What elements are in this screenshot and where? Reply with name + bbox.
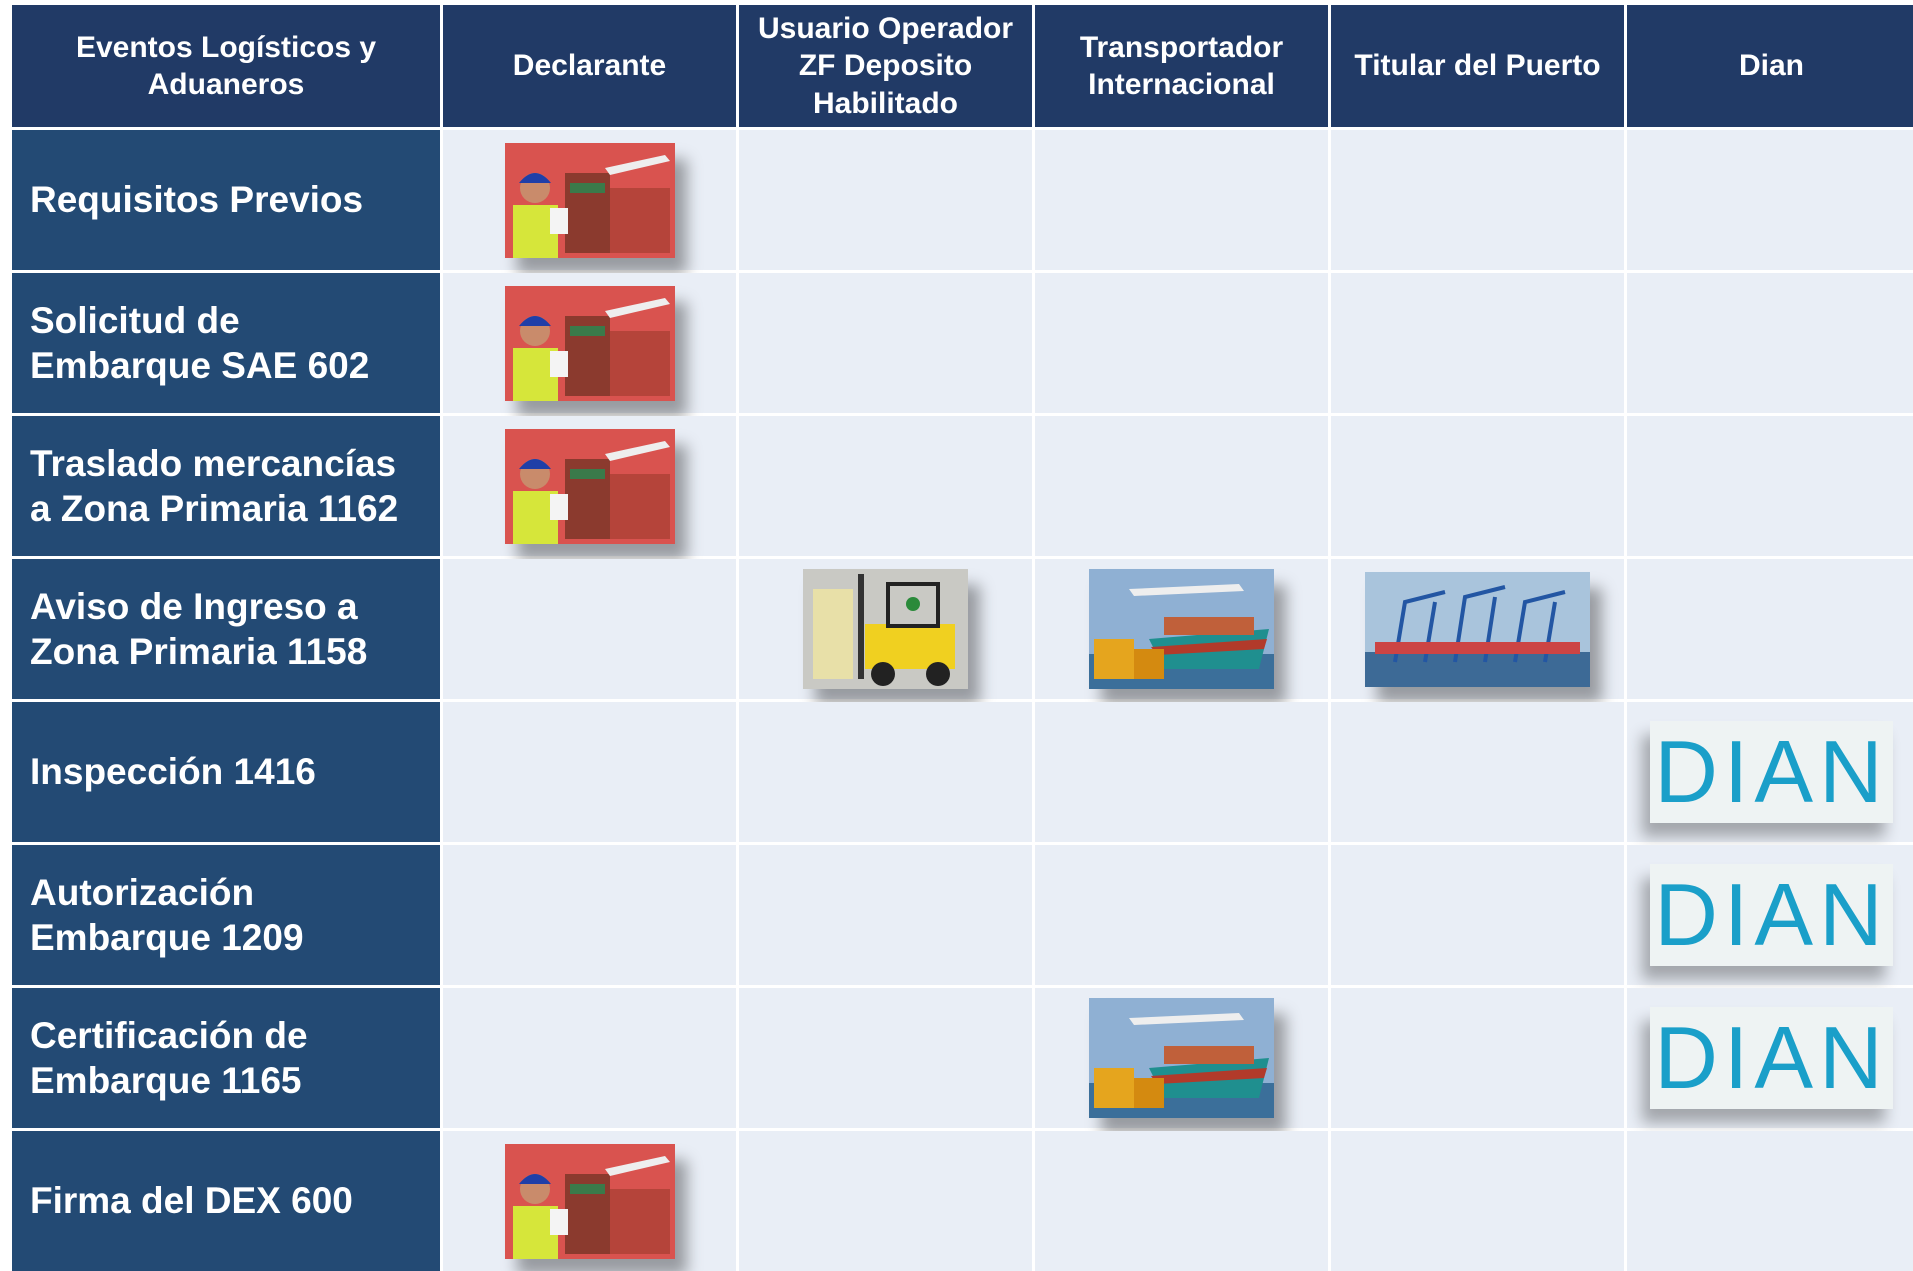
cell — [739, 416, 1032, 556]
row-label: Aviso de Ingreso a Zona Primaria 1158 — [12, 559, 440, 699]
cell — [443, 702, 736, 842]
cell: DIAN — [1627, 845, 1913, 985]
row-label: Traslado mercancías a Zona Primaria 1162 — [12, 416, 440, 556]
cell — [739, 130, 1032, 270]
cell — [1035, 130, 1328, 270]
cell — [443, 559, 736, 699]
dian-logo: DIAN — [1650, 721, 1893, 823]
column-header: Declarante — [443, 5, 736, 127]
cell — [1627, 559, 1913, 699]
cell — [1035, 702, 1328, 842]
cell — [1331, 416, 1624, 556]
cell — [739, 1131, 1032, 1271]
cell — [1331, 273, 1624, 413]
cell — [1331, 702, 1624, 842]
cell — [1627, 1131, 1913, 1271]
cell — [443, 988, 736, 1128]
cell: DIAN — [1627, 988, 1913, 1128]
dian-logo: DIAN — [1650, 1007, 1893, 1109]
icon — [504, 428, 675, 544]
icon — [1365, 571, 1590, 687]
cell — [739, 845, 1032, 985]
logistics-table: Eventos Logísticos y Aduaneros Declarante… — [12, 5, 1913, 1271]
cell — [1035, 273, 1328, 413]
row-label: Solicitud de Embarque SAE 602 — [12, 273, 440, 413]
column-header: Eventos Logísticos y Aduaneros — [12, 5, 440, 127]
cell — [443, 845, 736, 985]
cell — [1627, 273, 1913, 413]
cell — [443, 416, 736, 556]
cell — [443, 130, 736, 270]
cell — [1035, 416, 1328, 556]
dian-logo: DIAN — [1650, 864, 1893, 966]
icon — [1089, 998, 1274, 1118]
cell — [1331, 845, 1624, 985]
cell — [1331, 1131, 1624, 1271]
icon — [504, 285, 675, 401]
row-label: Certificación de Embarque 1165 — [12, 988, 440, 1128]
icon — [803, 569, 968, 689]
cell — [1331, 559, 1624, 699]
cell — [739, 559, 1032, 699]
cell — [1035, 988, 1328, 1128]
cell — [1035, 845, 1328, 985]
column-header: Dian — [1627, 5, 1913, 127]
row-label: Requisitos Previos — [12, 130, 440, 270]
icon — [504, 142, 675, 258]
column-header: Usuario Operador ZF Deposito Habilitado — [739, 5, 1032, 127]
cell — [1627, 130, 1913, 270]
cell — [1035, 559, 1328, 699]
cell — [1627, 416, 1913, 556]
cell — [1331, 988, 1624, 1128]
cell — [443, 1131, 736, 1271]
cell — [739, 988, 1032, 1128]
cell — [1035, 1131, 1328, 1271]
cell — [739, 273, 1032, 413]
row-label: Inspección 1416 — [12, 702, 440, 842]
cell — [443, 273, 736, 413]
row-label: Autorización Embarque 1209 — [12, 845, 440, 985]
cell — [1331, 130, 1624, 270]
cell — [739, 702, 1032, 842]
row-label: Firma del DEX 600 — [12, 1131, 440, 1271]
column-header: Titular del Puerto — [1331, 5, 1624, 127]
column-header: Transportador Internacional — [1035, 5, 1328, 127]
icon — [504, 1143, 675, 1259]
cell: DIAN — [1627, 702, 1913, 842]
icon — [1089, 569, 1274, 689]
